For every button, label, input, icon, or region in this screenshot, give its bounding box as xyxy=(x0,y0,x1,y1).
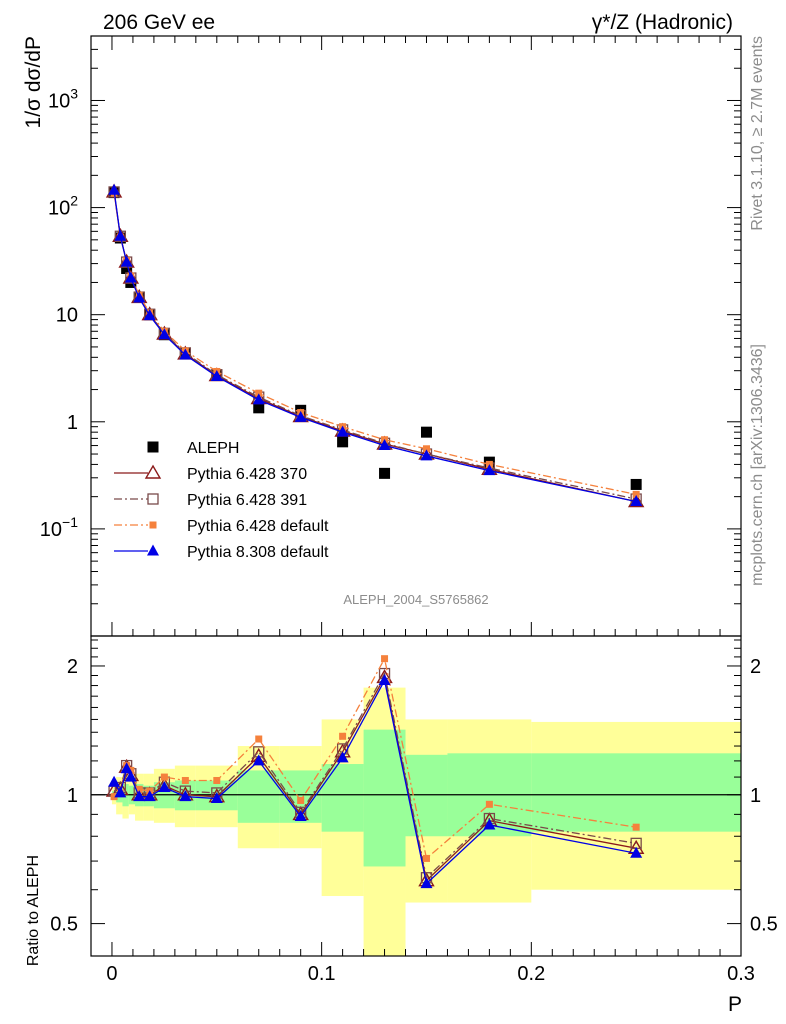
ratio-ytick-label-0: 0.5 xyxy=(50,914,78,936)
legend-marker-4 xyxy=(147,544,159,556)
main-point-4-1 xyxy=(114,229,127,241)
main-point-4-6 xyxy=(158,328,171,340)
legend-label-1: Pythia 6.428 370 xyxy=(187,466,307,483)
ratio-point-2-11 xyxy=(339,732,347,740)
main-point-4-2 xyxy=(120,255,133,267)
ratio-point-3-4 xyxy=(133,790,146,802)
main-point-3-13 xyxy=(422,445,430,453)
ratio-point-2-12 xyxy=(381,655,389,663)
ratio-ytick-label-right-2: 2 xyxy=(750,656,761,678)
main-point-4-10 xyxy=(294,410,307,422)
main-point-0-15 xyxy=(630,478,642,490)
main-point-4-0 xyxy=(108,183,121,195)
main-point-4-4 xyxy=(133,291,146,303)
uncertainty-band-inner xyxy=(237,770,280,823)
rivet-label: Rivet 3.1.10, ≥ 2.7M events xyxy=(749,36,766,231)
main-point-0-2 xyxy=(121,262,133,274)
main-series-line-2 xyxy=(113,191,637,500)
ratio-point-2-10 xyxy=(297,796,305,804)
ratio-point-2-8 xyxy=(213,776,221,784)
main-series-line-4 xyxy=(113,190,637,503)
legend-label-4: Pythia 8.308 default xyxy=(187,544,329,561)
legend-marker-0 xyxy=(147,441,159,453)
main-point-4-15 xyxy=(630,495,643,507)
uncertainty-band-inner xyxy=(405,754,448,837)
ratio-point-3-2 xyxy=(120,762,133,774)
main-point-4-5 xyxy=(143,309,156,321)
ratio-ytick-label-1: 1 xyxy=(67,785,78,807)
xlabel: P xyxy=(728,993,742,1016)
ratio-point-3-13 xyxy=(420,877,433,889)
mcplots-label: mcplots.cern.ch [arXiv:1306.3436] xyxy=(749,344,766,586)
legend-label-2: Pythia 6.428 391 xyxy=(187,492,307,509)
ratio-point-3-15 xyxy=(630,846,643,858)
ratio-ytick-label-right-0: 0.5 xyxy=(750,914,778,936)
main-point-4-12 xyxy=(378,439,391,451)
ratio-frame xyxy=(90,635,742,957)
ratio-point-2-7 xyxy=(181,776,189,784)
main-ylabel: 1/σ dσ/dP xyxy=(22,36,45,128)
ratio-point-3-12 xyxy=(378,673,391,685)
main-point-3-9 xyxy=(255,389,263,397)
ratio-point-2-15 xyxy=(632,823,640,831)
ratio-ytick-label-2: 2 xyxy=(67,656,78,678)
ratio-ylabel: Ratio to ALEPH xyxy=(25,855,42,966)
legend-marker-2 xyxy=(147,493,159,505)
main-panel: 10−1 1 10 102 103 xyxy=(40,35,742,637)
ratio-point-3-14 xyxy=(483,818,496,830)
ratio-point-3-9 xyxy=(252,754,265,766)
main-point-0-11 xyxy=(337,436,349,448)
analysis-id: ALEPH_2004_S5765862 xyxy=(343,592,488,607)
xtick-label-2: 0.2 xyxy=(517,963,545,985)
ratio-point-3-5 xyxy=(143,790,156,802)
ratio-point-2-6 xyxy=(160,773,168,781)
ratio-point-3-0 xyxy=(108,775,121,787)
xtick-label-3: 0.3 xyxy=(727,963,755,985)
ratio-point-3-7 xyxy=(179,790,192,802)
legend-marker-1 xyxy=(144,464,162,479)
main-ytick-label-0: 10−1 xyxy=(40,514,78,541)
legend-marker-3 xyxy=(149,521,157,529)
ratio-panel: 0.5 0.5 1 1 2 2 0 0.1 0.2 0.3 xyxy=(50,635,778,985)
main-point-3-15 xyxy=(632,490,640,498)
uncertainty-band-inner xyxy=(363,729,406,867)
legend-label-3: Pythia 6.428 default xyxy=(187,518,329,535)
main-point-4-9 xyxy=(252,393,265,405)
main-point-4-7 xyxy=(179,348,192,360)
legend-label-0: ALEPH xyxy=(187,440,239,457)
main-ytick-label-3: 102 xyxy=(48,193,78,220)
xtick-label-1: 0.1 xyxy=(308,963,336,985)
ratio-point-3-8 xyxy=(210,792,223,804)
ratio-point-3-10 xyxy=(294,809,307,821)
xtick-label-0: 0 xyxy=(106,963,117,985)
uncertainty-band-inner xyxy=(531,753,741,832)
main-ytick-label-4: 103 xyxy=(48,85,78,112)
main-ytick-label-1: 1 xyxy=(67,412,78,434)
main-ytick-label-2: 10 xyxy=(56,305,78,327)
main-point-0-12 xyxy=(379,467,391,479)
ratio-point-2-0 xyxy=(110,793,118,801)
uncertainty-band-inner xyxy=(321,764,364,832)
main-point-4-11 xyxy=(336,425,349,437)
main-point-0-13 xyxy=(420,426,432,438)
header-left: 206 GeV ee xyxy=(103,11,215,34)
ratio-ytick-label-right-1: 1 xyxy=(750,785,761,807)
ratio-point-2-9 xyxy=(255,735,263,743)
header-right: γ*/Z (Hadronic) xyxy=(592,11,733,34)
main-point-4-8 xyxy=(210,369,223,381)
ratio-point-2-4 xyxy=(135,785,143,793)
main-point-4-3 xyxy=(124,271,137,283)
main-point-4-14 xyxy=(483,464,496,476)
main-point-0-9 xyxy=(253,402,265,414)
main-point-4-13 xyxy=(420,449,433,461)
ratio-point-3-11 xyxy=(336,751,349,763)
ratio-point-3-1 xyxy=(114,786,127,798)
ratio-point-3-3 xyxy=(124,770,137,782)
ratio-point-2-14 xyxy=(485,800,493,808)
ratio-point-3-6 xyxy=(158,780,171,792)
legend: ALEPH Pythia 6.428 370 Pythia 6.428 391 Pyt… xyxy=(114,440,329,561)
ratio-point-2-13 xyxy=(422,854,430,862)
